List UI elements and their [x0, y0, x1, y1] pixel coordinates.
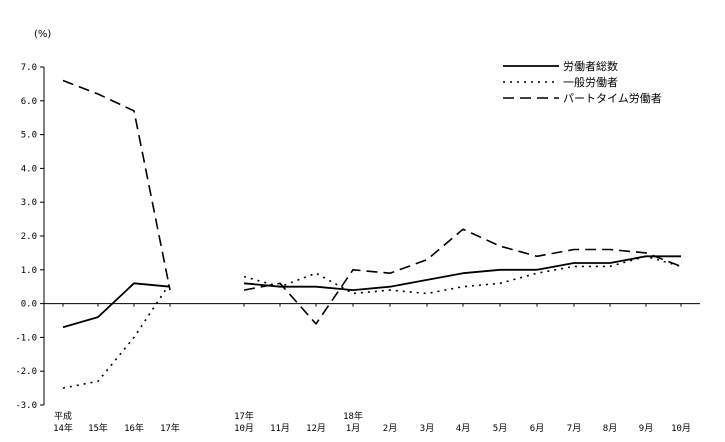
series-line-monthly-2	[243, 255, 682, 295]
x-tick-label-top: 17年	[234, 410, 254, 422]
series-line-monthly-1	[243, 255, 681, 292]
x-tick-label: 7月	[567, 423, 581, 434]
y-tick-label: 0.0	[21, 300, 37, 310]
y-tick-label: 2.0	[21, 232, 37, 242]
x-tick-label: 4月	[456, 423, 470, 434]
x-tick-label: 11月	[270, 423, 290, 434]
x-tick-label: 17年	[160, 422, 180, 434]
x-tick-label: 15年	[88, 422, 108, 434]
y-tick-label: 4.0	[21, 164, 37, 174]
x-tick-label: 14年	[53, 422, 73, 434]
x-tick-label: 10月	[234, 423, 254, 434]
x-tick-label-top: 18年	[343, 410, 363, 422]
series-line-monthly-3	[243, 228, 682, 325]
x-tick-label: 3月	[420, 423, 434, 434]
legend-label: パートタイム労働者	[563, 91, 662, 105]
x-tick-label: 9月	[639, 423, 653, 434]
y-tick-label: -3.0	[15, 401, 37, 411]
y-tick-label: 3.0	[21, 198, 37, 208]
x-tick-label: 2月	[383, 423, 397, 434]
y-tick-label: -1.0	[15, 333, 37, 343]
series-line-annual-2	[62, 282, 171, 389]
legend-label: 労働者総数	[563, 59, 618, 73]
x-tick-label: 12月	[306, 423, 326, 434]
x-tick-label: 16年	[124, 422, 144, 434]
y-tick-label: 5.0	[21, 131, 37, 141]
x-tick-label: 8月	[603, 423, 617, 434]
y-tick-label: 1.0	[21, 266, 37, 276]
x-tick-label-top: 平成	[54, 410, 72, 422]
y-tick-label: 7.0	[21, 63, 37, 73]
x-tick-label: 5月	[493, 423, 507, 434]
x-tick-label: 1月	[346, 423, 360, 434]
x-tick-label: 10月	[671, 423, 691, 434]
y-tick-label: 6.0	[21, 97, 37, 107]
x-tick-label: 6月	[530, 423, 544, 434]
y-unit-label: (%)	[34, 29, 51, 40]
series-lines	[62, 79, 682, 389]
series-line-annual-3	[62, 79, 171, 291]
legend-label: 一般労働者	[563, 75, 618, 89]
y-tick-label: -2.0	[15, 367, 37, 377]
axes: 7.0 6.0 5.0 4.0 3.0 2.0 1.0 0.0 -1.0 -2.0 -3.0 平成14…	[15, 63, 700, 434]
series-line-annual-1	[62, 282, 171, 329]
